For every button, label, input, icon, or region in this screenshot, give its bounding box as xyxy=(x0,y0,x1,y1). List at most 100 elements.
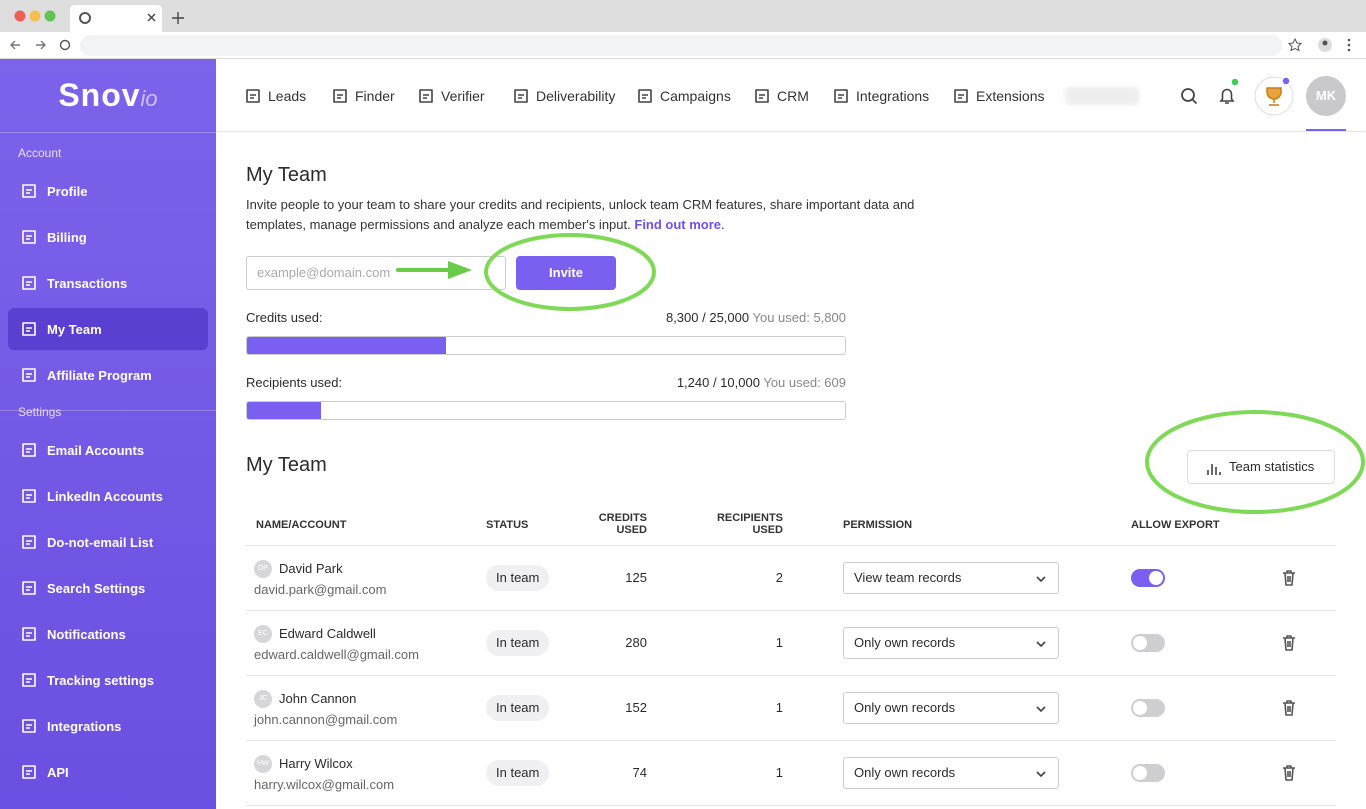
column-header: NAME/ACCOUNT xyxy=(256,519,347,531)
member-name: David Park xyxy=(279,561,343,576)
avatar-underline xyxy=(1306,129,1346,131)
section-title: Settings xyxy=(18,405,62,419)
column-header: STATUS xyxy=(486,519,529,531)
invite-button[interactable]: Invite xyxy=(516,256,616,290)
recipients-used: 1 xyxy=(775,700,783,715)
icon xyxy=(22,581,36,595)
toggle-knob xyxy=(1133,636,1147,650)
icon[interactable] xyxy=(1280,634,1298,652)
usage-you: You used: 609 xyxy=(763,375,846,390)
description: Invite people to your team to share your… xyxy=(246,197,915,232)
sidebar-item[interactable]: My Team xyxy=(8,308,208,350)
icon xyxy=(22,489,36,503)
icon xyxy=(22,276,36,290)
row-divider xyxy=(246,805,1336,806)
credits-used: 125 xyxy=(625,570,647,585)
sidebar-label: Transactions xyxy=(47,276,128,291)
icon xyxy=(22,184,36,198)
sidebar-item[interactable]: Billing xyxy=(8,216,208,258)
progress-fill xyxy=(247,402,322,419)
member-name: John Cannon xyxy=(279,691,357,706)
icon xyxy=(22,627,36,641)
icon[interactable] xyxy=(1280,764,1298,782)
logo-suffix: io xyxy=(140,86,158,111)
sidebar: Snovio Account Profile Billing Transactions… xyxy=(0,59,216,809)
member-initials: DP xyxy=(254,560,272,578)
sidebar-item[interactable]: Do-not-email List xyxy=(8,521,208,563)
topbar-icons xyxy=(1181,76,1294,116)
column-header: RECIPIENTS USED xyxy=(716,512,783,536)
icon[interactable] xyxy=(1280,699,1298,717)
sidebar-item[interactable]: Profile xyxy=(8,170,208,212)
permission-value: Only own records xyxy=(854,765,956,780)
icon xyxy=(1036,576,1046,582)
export-toggle[interactable] xyxy=(1131,764,1165,782)
icon xyxy=(1036,771,1046,777)
divider xyxy=(0,132,216,133)
sidebar-label: Search Settings xyxy=(47,581,146,596)
team-statistics-button[interactable]: Team statistics xyxy=(1187,450,1335,484)
icon xyxy=(22,443,36,457)
sidebar-label: Email Accounts xyxy=(47,443,145,458)
member-email: harry.wilcox@gmail.com xyxy=(254,777,395,792)
sidebar-item[interactable]: Tracking settings xyxy=(8,659,208,701)
permission-select[interactable]: View team records xyxy=(843,562,1059,594)
nav-label: Integrations xyxy=(856,88,930,104)
nav-label: CRM xyxy=(777,88,809,104)
export-toggle[interactable] xyxy=(1131,699,1165,717)
sidebar-item[interactable]: Transactions xyxy=(8,262,208,304)
column-header: ALLOW EXPORT xyxy=(1131,519,1220,531)
user-avatar[interactable]: MK xyxy=(1306,76,1346,116)
blurred-item xyxy=(1065,87,1139,105)
recipients-used: 1 xyxy=(775,765,783,780)
sidebar-label: Notifications xyxy=(47,627,126,642)
logo[interactable]: Snovio xyxy=(0,77,216,114)
sidebar-item[interactable]: API xyxy=(8,751,208,793)
sidebar-label: Billing xyxy=(47,230,87,245)
row-divider xyxy=(246,545,1336,546)
icon xyxy=(755,89,769,103)
sidebar-item[interactable]: Affiliate Program xyxy=(8,354,208,396)
sidebar-item[interactable]: Notifications xyxy=(8,613,208,655)
icon xyxy=(22,322,36,336)
sidebar-item[interactable]: LinkedIn Accounts xyxy=(8,475,208,517)
icon xyxy=(22,765,36,779)
sidebar-item[interactable]: Search Settings xyxy=(8,567,208,609)
icon xyxy=(22,368,36,382)
export-toggle[interactable] xyxy=(1131,569,1165,587)
member-name: Edward Caldwell xyxy=(279,626,376,641)
icon xyxy=(1036,641,1046,647)
sidebar-label: Tracking settings xyxy=(47,673,154,688)
intro-text: Invite people to your team to share your… xyxy=(246,195,936,235)
usage-count: 8,300 / 25,000 xyxy=(665,310,750,325)
section-title: Account xyxy=(18,146,62,160)
icon xyxy=(22,719,36,733)
status-pill: In team xyxy=(486,760,550,786)
email-input[interactable]: example@domain.com xyxy=(246,256,506,290)
permission-value: View team records xyxy=(854,570,962,585)
sidebar-label: Integrations xyxy=(47,719,122,734)
address-controls xyxy=(10,35,1351,56)
punctuation: . xyxy=(721,217,725,232)
sidebar-item[interactable]: Integrations xyxy=(8,705,208,747)
nav-label: Verifier xyxy=(441,88,485,104)
permission-select[interactable]: Only own records xyxy=(843,692,1059,724)
nav-label: Deliverability xyxy=(536,88,616,104)
progress-bar xyxy=(246,336,846,355)
member-email: david.park@gmail.com xyxy=(254,582,387,597)
status-pill: In team xyxy=(486,565,550,591)
export-toggle[interactable] xyxy=(1131,634,1165,652)
sidebar-item[interactable]: Email Accounts xyxy=(8,429,208,471)
usage-summary: 8,300 / 25,000 You used: 5,800 xyxy=(666,310,846,325)
icon[interactable] xyxy=(1280,569,1298,587)
member-email: edward.caldwell@gmail.com xyxy=(254,647,419,662)
usage-summary: 1,240 / 10,000 You used: 609 xyxy=(677,375,846,390)
sidebar-label: My Team xyxy=(47,322,102,337)
permission-select[interactable]: Only own records xyxy=(843,757,1059,789)
permission-select[interactable]: Only own records xyxy=(843,627,1059,659)
topbar: MK xyxy=(216,59,1366,132)
find-out-more-link[interactable]: Find out more xyxy=(634,217,722,232)
nav-label: Leads xyxy=(268,88,307,104)
toggle-knob xyxy=(1133,701,1147,715)
